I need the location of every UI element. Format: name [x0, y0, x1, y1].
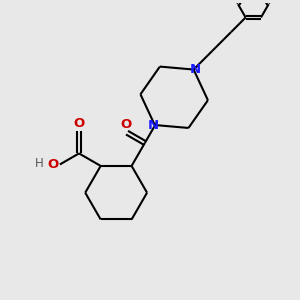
Text: H: H	[35, 158, 44, 170]
Text: O: O	[47, 158, 58, 171]
Text: N: N	[190, 63, 201, 76]
Text: O: O	[120, 118, 131, 131]
Text: N: N	[148, 118, 159, 131]
Text: O: O	[74, 117, 85, 130]
